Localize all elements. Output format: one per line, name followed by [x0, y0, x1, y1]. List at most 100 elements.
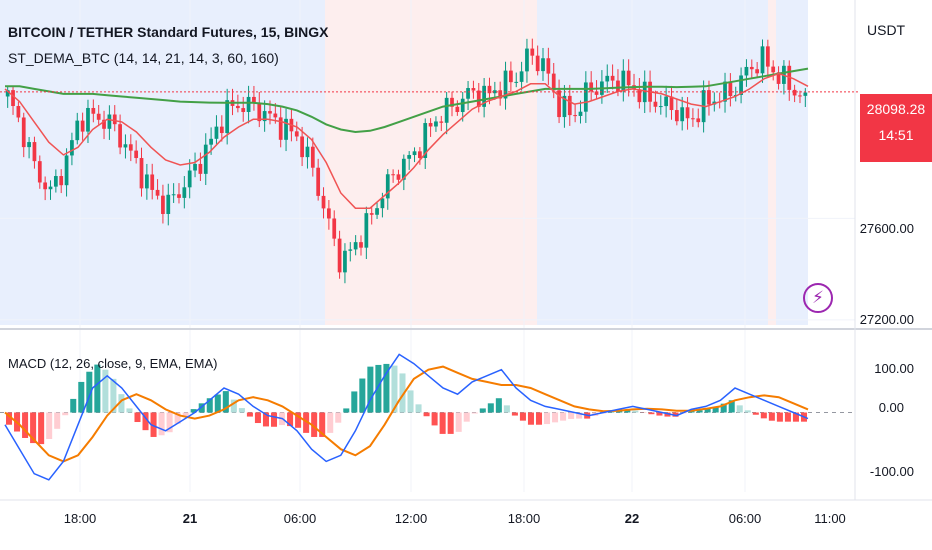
candle-body	[460, 98, 465, 113]
candle-body	[525, 48, 529, 72]
histogram-bar	[222, 391, 229, 413]
candle-body	[487, 85, 492, 94]
candle-body	[203, 144, 208, 174]
candle-body	[557, 90, 561, 118]
histogram-bar	[295, 412, 302, 428]
candle-body	[776, 72, 781, 84]
histogram-bar	[560, 412, 567, 421]
histogram-bar	[552, 412, 559, 423]
candle-body	[235, 105, 240, 109]
histogram-bar	[351, 391, 358, 413]
candle-body	[364, 213, 369, 248]
current-price-tag: 28098.28 14:51	[860, 94, 932, 162]
candle-body	[225, 100, 230, 134]
candle-body	[187, 170, 192, 188]
session-background	[0, 0, 808, 325]
candle-body	[375, 208, 379, 215]
candle-body	[284, 118, 288, 140]
candle-body	[278, 117, 283, 140]
candle-body	[262, 111, 267, 122]
candle-body	[578, 111, 583, 116]
candle-body	[59, 176, 64, 186]
histogram-bar	[720, 403, 727, 413]
histogram-bar	[752, 412, 759, 415]
candle-body	[353, 242, 358, 250]
candle-body	[739, 75, 743, 96]
histogram-bar	[415, 404, 422, 413]
pane-separators	[0, 0, 932, 501]
candle-body	[182, 187, 187, 198]
histogram-bar	[407, 390, 414, 413]
histogram-bar	[696, 410, 703, 413]
histogram-bar	[511, 412, 518, 416]
histogram-bar	[46, 412, 53, 439]
candle-body	[273, 113, 278, 118]
histogram-bar	[367, 366, 374, 413]
candle-body	[27, 142, 31, 148]
histogram-bar	[238, 408, 245, 413]
current-price: 28098.28	[866, 101, 926, 117]
histogram-bar	[303, 412, 310, 433]
candle-body	[161, 195, 165, 214]
macd-legend[interactable]: MACD (12, 26, close, 9, EMA, EMA)	[8, 356, 218, 371]
time-label: 12:00	[394, 511, 428, 526]
candle-body	[171, 194, 176, 196]
session-band	[768, 0, 776, 325]
candle-body	[626, 70, 631, 86]
candle-body	[155, 189, 160, 196]
histogram-bar	[768, 412, 775, 421]
candle-body	[551, 73, 556, 91]
candle-body	[385, 174, 390, 199]
candle-body	[476, 90, 481, 107]
candle-body	[252, 96, 256, 103]
candle-body	[498, 90, 503, 99]
candle-body	[434, 121, 438, 127]
histogram-bar	[383, 363, 390, 413]
histogram-bar	[439, 412, 446, 434]
candle-body	[691, 118, 695, 120]
candle-body	[798, 95, 802, 97]
study-legend[interactable]: ST_DEMA_BTC (14, 14, 21, 14, 3, 60, 160)	[8, 50, 279, 66]
histogram-bar	[359, 378, 366, 413]
histogram-bar	[78, 381, 85, 413]
candle-body	[193, 163, 197, 171]
candle-body	[744, 66, 749, 76]
candle-body	[792, 89, 797, 96]
candle-body	[771, 66, 776, 73]
histogram-bar	[22, 412, 29, 438]
candle-body	[177, 194, 181, 198]
candle-body	[610, 75, 615, 81]
histogram-bar	[319, 412, 326, 437]
histogram-bar	[311, 412, 318, 437]
candle-body	[343, 250, 347, 273]
candle-body	[407, 155, 412, 159]
candle-body	[685, 107, 690, 119]
time-label: 21	[182, 511, 198, 526]
histogram-bar	[479, 408, 486, 413]
candle-body	[471, 88, 476, 91]
histogram-bar	[519, 412, 526, 421]
histogram-bar	[150, 412, 157, 437]
session-band	[537, 0, 768, 325]
histogram-bar	[110, 378, 117, 413]
candle-body	[760, 46, 765, 74]
candle-body	[70, 140, 74, 156]
currency-label[interactable]: USDT	[867, 22, 906, 38]
histogram-bar	[327, 412, 334, 433]
candle-body	[75, 120, 80, 141]
bar-countdown: 14:51	[878, 127, 914, 143]
lightning-icon[interactable]: ⚡	[803, 283, 833, 313]
histogram-bar	[664, 412, 671, 417]
candle-body	[530, 48, 535, 56]
histogram-bar	[214, 394, 221, 413]
candle-body	[482, 85, 486, 107]
histogram-bar	[335, 412, 342, 423]
symbol-title[interactable]: BITCOIN / TETHER Standard Futures, 15, B…	[8, 24, 329, 40]
candle-body	[268, 111, 272, 114]
histogram-bar	[423, 412, 430, 417]
candle-body	[401, 158, 406, 180]
candle-body	[583, 82, 588, 112]
candle-body	[64, 155, 69, 186]
time-label: 06:00	[283, 511, 317, 526]
